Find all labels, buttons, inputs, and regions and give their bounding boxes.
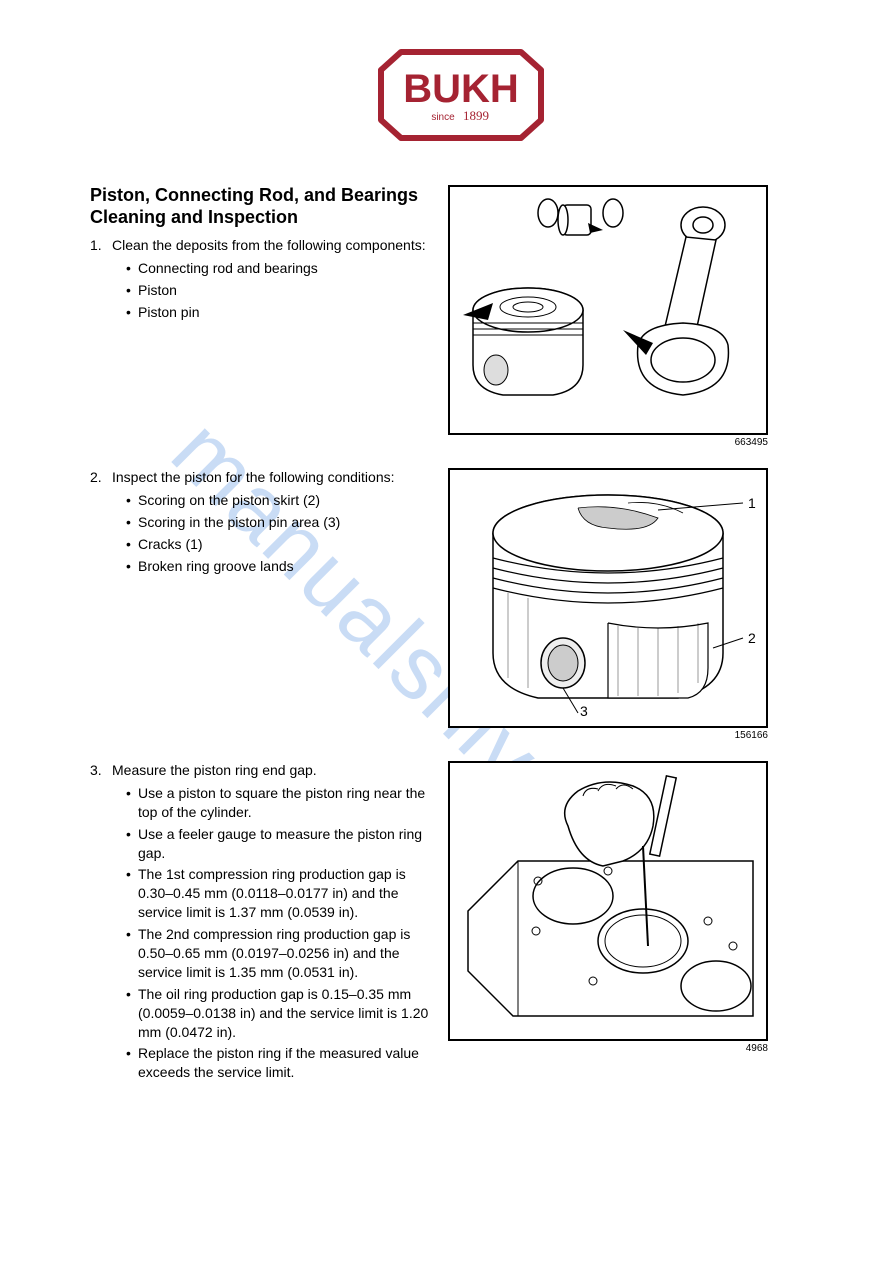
step-3-intro: Measure the piston ring end gap. (112, 762, 317, 778)
bukh-logo: BUKH since 1899 (361, 40, 561, 155)
step-1-text-column: Piston, Connecting Rod, and Bearings Cle… (90, 185, 430, 326)
bullet-item: The 2nd compression ring production gap … (126, 925, 430, 982)
bullet-item: Cracks (1) (126, 535, 430, 554)
ring-gap-measure-icon (458, 771, 758, 1031)
bullet-item: The 1st compression ring production gap … (126, 865, 430, 922)
step-1-figure-column: 663495 (448, 185, 832, 448)
figure-2-ref: 156166 (448, 730, 768, 741)
figure-3-ref: 4968 (448, 1043, 768, 1054)
bullet-item: Scoring on the piston skirt (2) (126, 491, 430, 510)
bullet-item: Replace the piston ring if the measured … (126, 1044, 430, 1082)
section-step-2: Inspect the piston for the following con… (90, 468, 832, 741)
logo-tagline-prefix: since (431, 112, 455, 123)
section-step-1: Piston, Connecting Rod, and Bearings Cle… (90, 185, 832, 448)
step-2-figure-column: 1 2 3 156166 (448, 468, 832, 741)
bullet-item: Use a piston to square the piston ring n… (126, 784, 430, 822)
step-2-bullets: Scoring on the piston skirt (2) Scoring … (112, 491, 430, 576)
step-1-bullets: Connecting rod and bearings Piston Pisto… (112, 259, 430, 322)
bullet-item: Broken ring groove lands (126, 557, 430, 576)
step-3-text-column: Measure the piston ring end gap. Use a p… (90, 761, 430, 1086)
step-2-item: Inspect the piston for the following con… (90, 468, 430, 575)
step-3-bullets: Use a piston to square the piston ring n… (112, 784, 430, 1082)
bullet-item: Piston (126, 281, 430, 300)
figure-1-box (448, 185, 768, 435)
step-2-text-column: Inspect the piston for the following con… (90, 468, 430, 579)
callout-1: 1 (748, 495, 756, 511)
step-2-intro: Inspect the piston for the following con… (112, 469, 395, 485)
figure-3-box (448, 761, 768, 1041)
bullet-item: Use a feeler gauge to measure the piston… (126, 825, 430, 863)
step-1-item: Clean the deposits from the following co… (90, 236, 430, 322)
piston-inspection-icon: 1 2 3 (458, 478, 758, 718)
bullet-item: The oil ring production gap is 0.15–0.35… (126, 985, 430, 1042)
step-1-intro: Clean the deposits from the following co… (112, 237, 426, 253)
figure-1-ref: 663495 (448, 437, 768, 448)
callout-2: 2 (748, 630, 756, 646)
step-3-item: Measure the piston ring end gap. Use a p… (90, 761, 430, 1082)
logo-tagline-year: 1899 (463, 108, 489, 123)
bullet-item: Connecting rod and bearings (126, 259, 430, 278)
piston-rod-assembly-icon (458, 195, 758, 425)
section-step-3: Measure the piston ring end gap. Use a p… (90, 761, 832, 1086)
manual-page: BUKH since 1899 Piston, Connecting Rod, … (0, 0, 892, 1146)
bullet-item: Scoring in the piston pin area (3) (126, 513, 430, 532)
page-heading: Piston, Connecting Rod, and Bearings Cle… (90, 185, 430, 228)
figure-2-box: 1 2 3 (448, 468, 768, 728)
callout-3: 3 (580, 703, 588, 718)
bullet-item: Piston pin (126, 303, 430, 322)
step-3-figure-column: 4968 (448, 761, 832, 1054)
logo-container: BUKH since 1899 (90, 40, 832, 155)
logo-brand-text: BUKH (403, 67, 519, 111)
